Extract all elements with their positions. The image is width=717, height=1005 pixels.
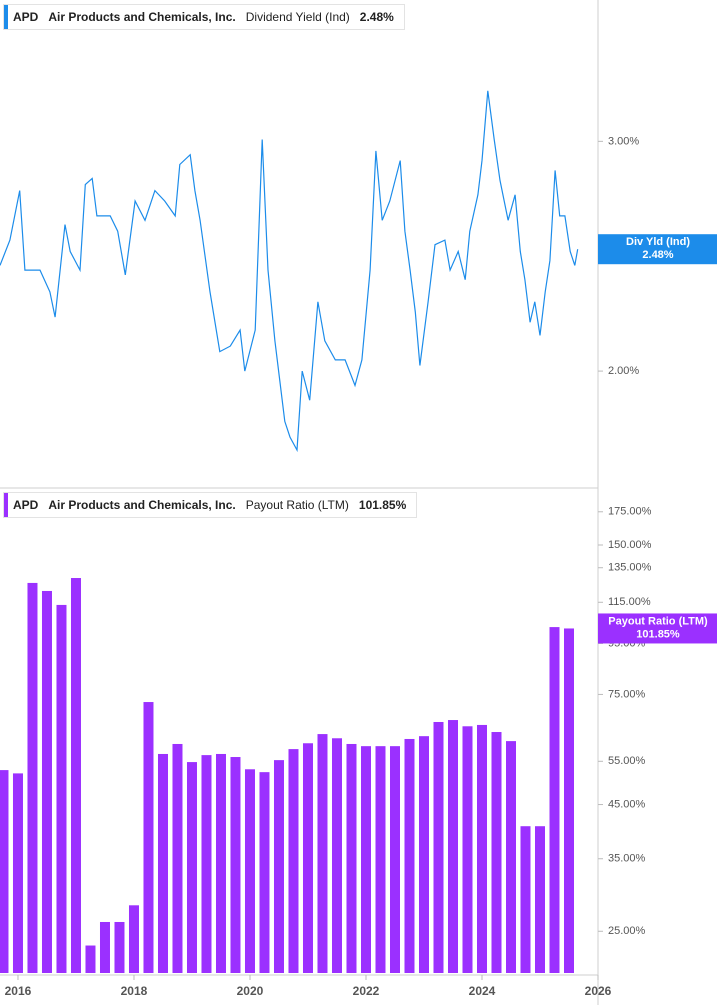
value-marker-name: Payout Ratio (LTM) [608,615,708,627]
bar [128,905,139,973]
y-tick-label: 175.00% [608,506,652,518]
bar [563,628,574,973]
bar [389,746,400,973]
bar [244,769,255,973]
x-tick-label: 2022 [353,984,380,998]
y-tick-label: 115.00% [608,596,651,608]
x-tick-label: 2020 [237,984,264,998]
y-tick-label: 55.00% [608,755,646,767]
y-tick-label: 45.00% [608,798,646,810]
bar [27,582,38,973]
bar [462,726,473,973]
bar [186,762,197,973]
bar [56,604,67,973]
y-tick-label: 135.00% [608,562,652,574]
bar [172,743,183,973]
bar [157,753,168,973]
ticker: APD [13,10,39,24]
bar [331,738,342,973]
bar [230,757,241,973]
x-tick-label: 2016 [5,984,32,998]
bar [41,590,52,973]
bar [447,720,458,973]
value-marker [598,234,717,265]
bar [418,736,429,973]
x-tick-label: 2018 [121,984,148,998]
y-tick-label: 150.00% [608,539,652,551]
bar [201,755,212,973]
bar [12,773,23,973]
company: Air Products and Chemicals, Inc. [48,10,236,24]
y-tick-label: 3.00% [608,135,639,147]
bar [404,738,415,973]
bar [114,921,125,973]
metric: Payout Ratio (LTM) [245,498,349,512]
bar [273,760,284,973]
bar [549,627,560,973]
bar [375,746,386,973]
ticker: APD [13,498,39,512]
bar [143,702,154,973]
bar [302,743,313,973]
y-tick-label: 35.00% [608,853,646,865]
y-tick-label: 2.00% [608,365,639,377]
series-color [4,493,8,517]
last-value: 101.85% [358,498,407,512]
bar [346,743,357,973]
bar [215,753,226,973]
bar [505,741,516,973]
bar [476,724,487,973]
x-tick-label: 2024 [469,984,496,998]
bar [0,770,9,973]
bar [288,749,299,973]
series-color [4,5,8,29]
header-bottom: APD Air Products and Chemicals, Inc. Pay… [3,492,418,518]
bar [70,578,81,973]
value-marker-name: Div Yld (Ind) [626,236,690,248]
bar [317,734,328,973]
bar [534,826,545,973]
header-top: APD Air Products and Chemicals, Inc. Div… [3,4,405,30]
y-tick-label: 75.00% [608,688,646,700]
value-marker [598,613,717,644]
company: Air Products and Chemicals, Inc. [48,498,236,512]
bar [85,945,96,973]
line [0,90,579,453]
value-marker-label: 101.85% [636,628,680,640]
bar [491,732,502,973]
bar [360,746,371,973]
x-tick-label: 2026 [585,984,612,998]
last-value: 2.48% [359,10,394,24]
value-marker-label: 2.48% [642,249,673,261]
y-tick-label: 25.00% [608,925,646,937]
metric: Dividend Yield (Ind) [245,10,350,24]
bar [99,921,110,973]
bar [520,826,531,973]
bar [259,772,270,973]
bar [433,721,444,973]
